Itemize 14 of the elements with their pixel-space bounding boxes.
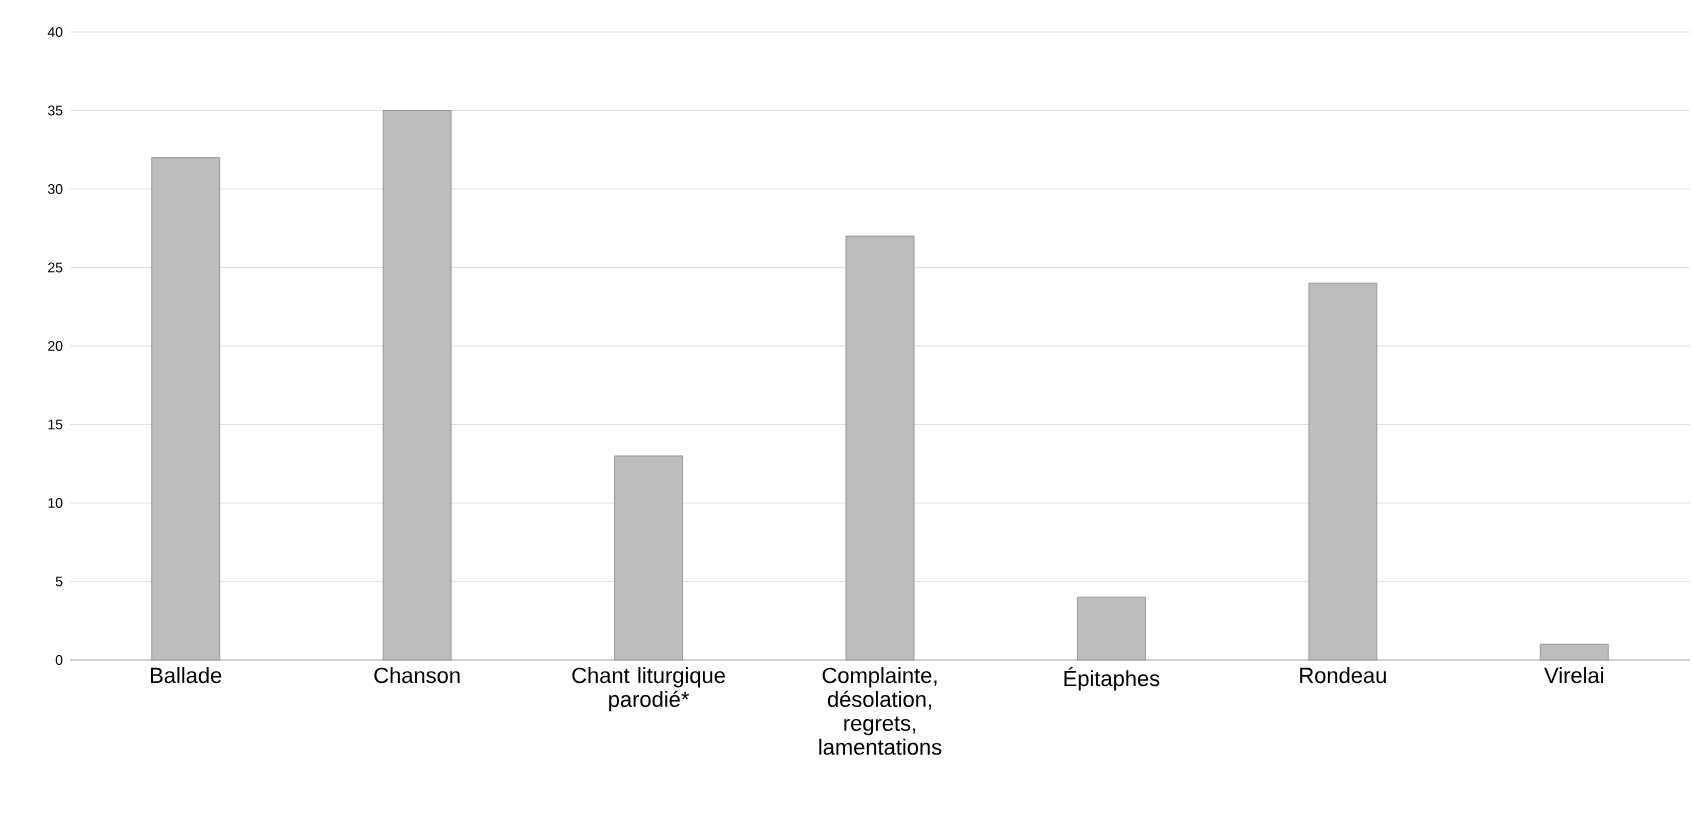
bar [1077, 596, 1146, 661]
x-tick-label: Rondeau [1300, 667, 1386, 684]
x-tick-label: Ballade [150, 667, 222, 684]
x-tick-label: Chanson [374, 667, 460, 684]
x-tick-label: Épitaphes [1064, 667, 1160, 691]
bar [151, 157, 221, 661]
bar [1539, 643, 1609, 661]
x-tick-label: Virelai [1544, 667, 1604, 684]
bar [614, 455, 683, 661]
bar [1308, 282, 1378, 661]
bar [845, 235, 915, 661]
bar [382, 110, 452, 661]
x-tick-label: Complainte, désolation, regrets, lamentations [819, 667, 942, 755]
x-tick-label: Chant liturgique parodié* [572, 667, 725, 712]
